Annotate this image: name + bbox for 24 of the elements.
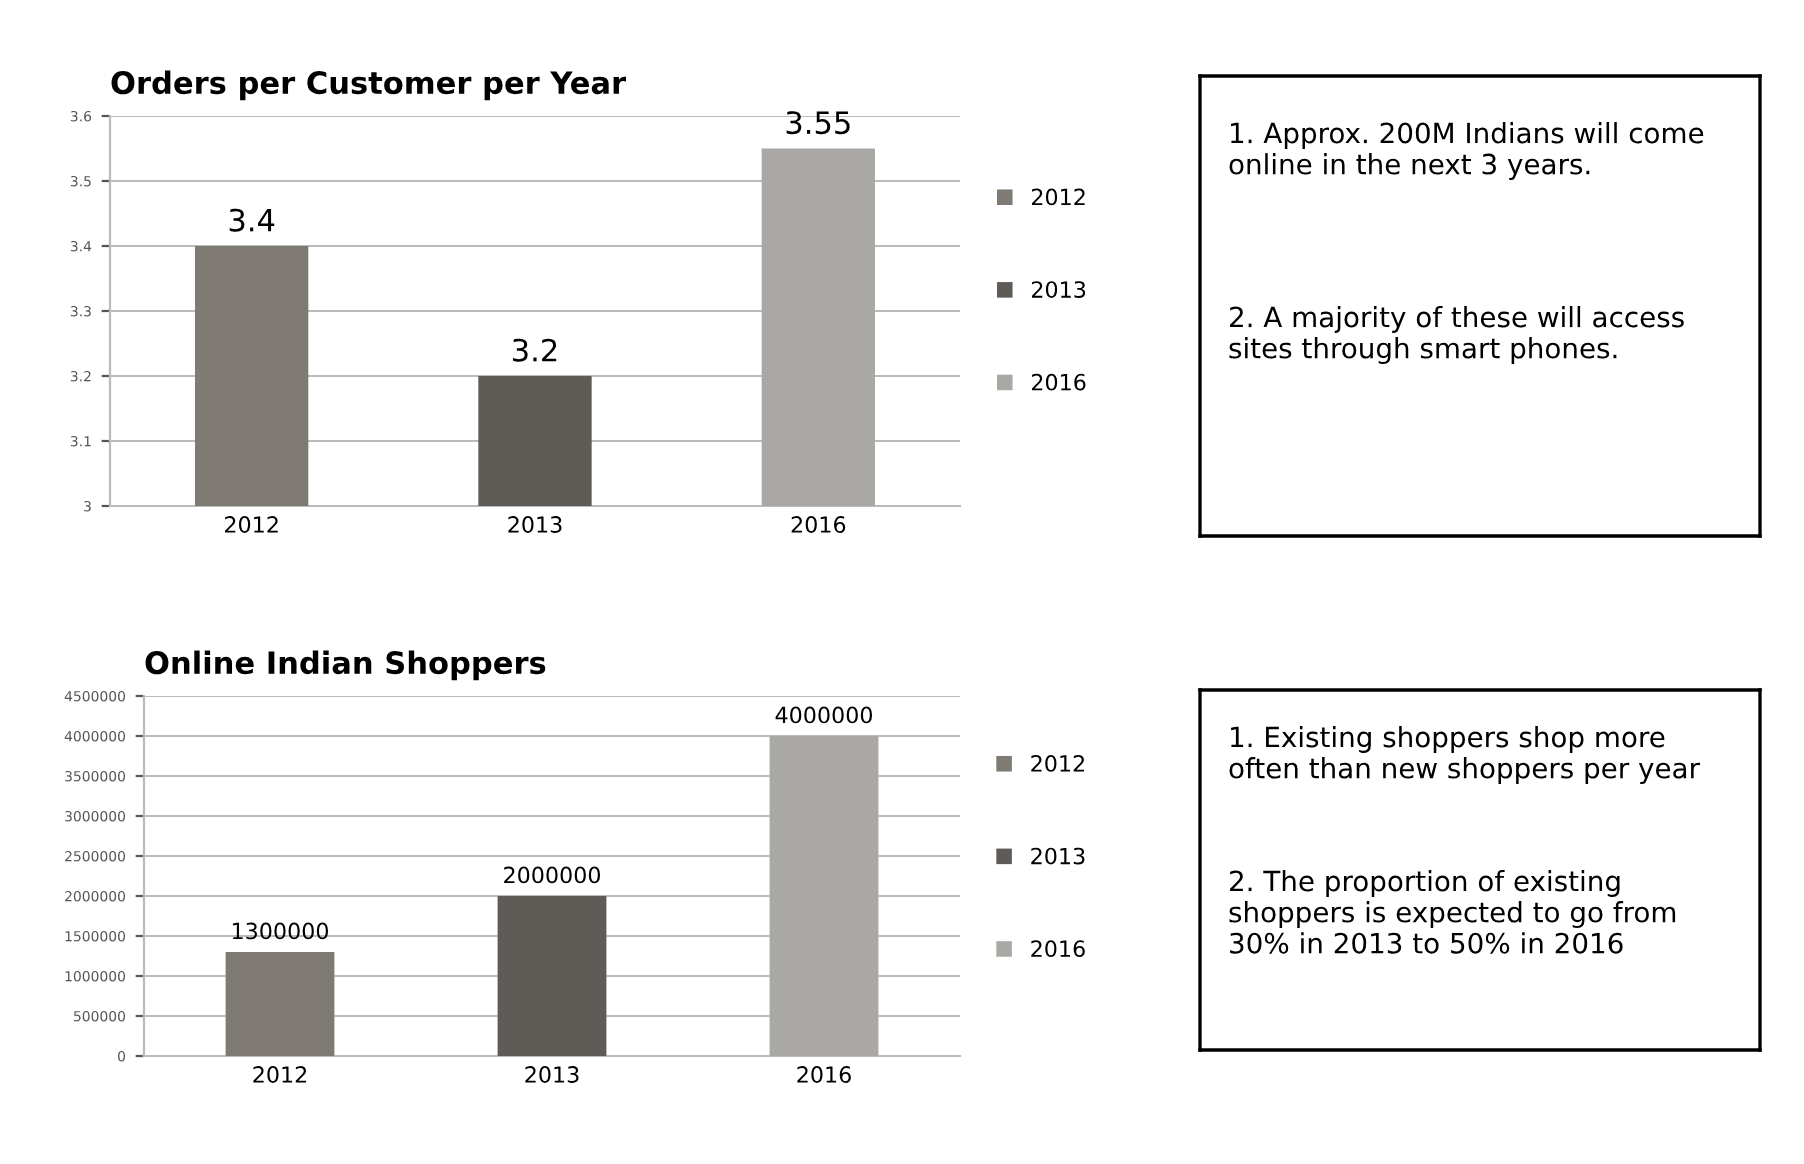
text: 1. Existing shoppers shop more often than new shoppers per year xyxy=(1229,726,1700,784)
legend-label: 2012 xyxy=(1031,755,1084,772)
data-label: 3.55 xyxy=(786,111,850,135)
text: 2. The proportion of existing shoppers is expected to go from 30% in 2013 to 50% in 2016 xyxy=(1229,870,1676,954)
text: 2. A majority of these will access sites through smart phones. xyxy=(1229,306,1684,364)
text: 1. Approx. 200M Indians will come online in the next 3 years. xyxy=(1229,122,1704,180)
legend-label: 2012 xyxy=(1031,188,1085,206)
data-label: 1300000 xyxy=(232,922,329,940)
legend-label: 2013 xyxy=(1031,847,1085,865)
chart-title: Online Indian Shoppers xyxy=(145,650,546,681)
legend-label: 2016 xyxy=(1031,373,1086,391)
x-tick-label: 2012 xyxy=(253,1066,307,1083)
chart-title: Orders per Customer per Year xyxy=(111,70,627,101)
data-label: 2000000 xyxy=(504,866,601,884)
x-tick-label: 2012 xyxy=(225,516,278,533)
data-label: 4000000 xyxy=(775,706,873,724)
legend-label: 2013 xyxy=(1031,281,1086,298)
x-tick-label: 2016 xyxy=(797,1066,851,1083)
x-tick-label: 2013 xyxy=(508,516,562,533)
data-label: 3.2 xyxy=(513,338,557,362)
data-label: 3.4 xyxy=(229,208,275,232)
legend-label: 2016 xyxy=(1031,940,1085,958)
x-tick-label: 2013 xyxy=(525,1066,579,1083)
x-tick-label: 2016 xyxy=(791,516,846,533)
